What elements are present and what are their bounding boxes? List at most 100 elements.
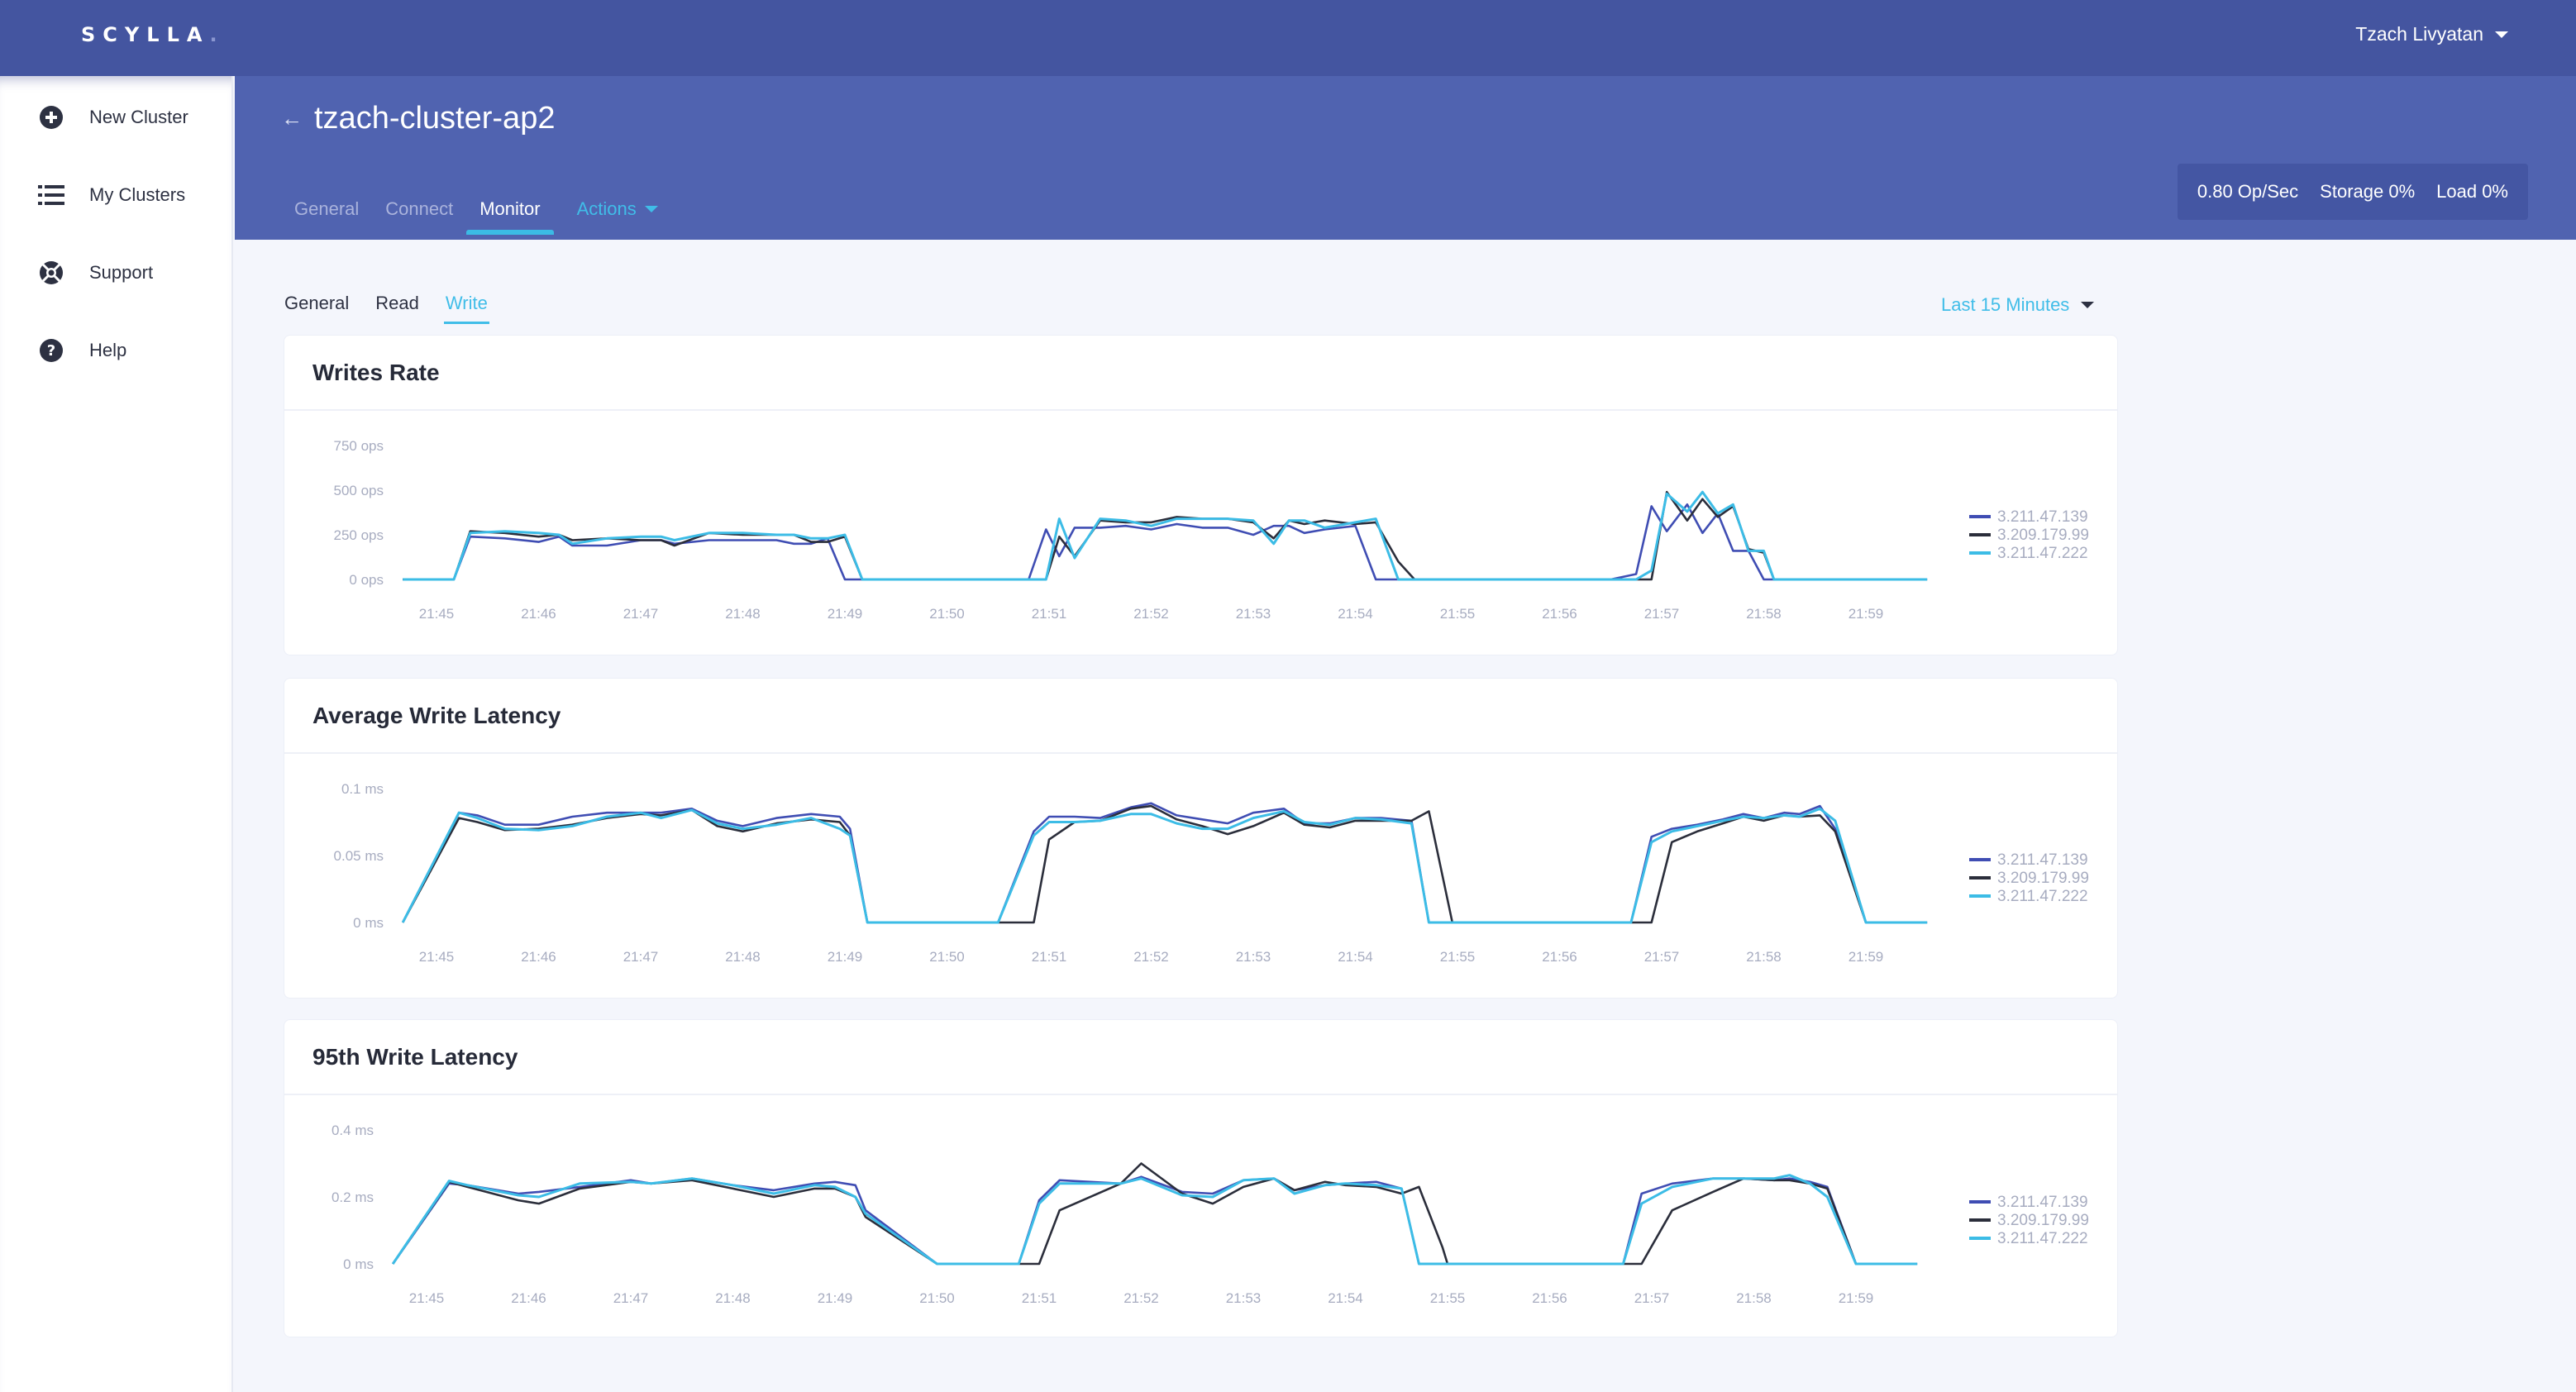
x-tick-label: 21:45 <box>409 1290 445 1306</box>
x-tick-label: 21:55 <box>1440 949 1476 965</box>
user-menu[interactable]: Tzach Livyatan <box>2355 23 2508 45</box>
storage-stat: Storage 0% <box>2320 181 2416 202</box>
x-tick-label: 21:47 <box>623 949 659 965</box>
sidebar-item-my-clusters[interactable]: My Clusters <box>38 182 185 208</box>
legend-swatch <box>1969 515 1991 518</box>
tab-connect[interactable]: Connect <box>385 198 454 219</box>
tab-monitor[interactable]: Monitor <box>466 198 554 235</box>
sidebar-item-support[interactable]: Support <box>38 260 153 286</box>
tab-general[interactable]: General <box>294 198 360 219</box>
legend-label[interactable]: 3.211.47.139 <box>1997 851 2088 869</box>
x-tick-label: 21:53 <box>1226 1290 1262 1306</box>
x-tick-label: 21:54 <box>1338 949 1373 965</box>
x-tick-label: 21:53 <box>1236 949 1271 965</box>
y-tick-label: 500 ops <box>334 483 384 498</box>
sidebar: New Cluster My Clusters Support ? Help <box>0 76 233 1392</box>
chart-title: 95th Write Latency <box>312 1043 518 1070</box>
x-tick-label: 21:51 <box>1022 1290 1057 1306</box>
logo-text: SCYLLA <box>81 23 210 46</box>
x-tick-label: 21:47 <box>613 1290 649 1306</box>
time-range-label: Last 15 Minutes <box>1941 294 2070 315</box>
x-tick-label: 21:59 <box>1839 1290 1874 1306</box>
legend-swatch <box>1969 1218 1991 1222</box>
x-tick-label: 21:48 <box>725 949 761 965</box>
sidebar-item-new-cluster[interactable]: New Cluster <box>38 104 188 131</box>
x-tick-label: 21:57 <box>1634 1290 1670 1306</box>
user-name: Tzach Livyatan <box>2355 23 2483 45</box>
chart-card-95th-write-latency: 95th Write Latency 0 ms 0.2 ms 0.4 ms 21:45… <box>284 1019 2118 1337</box>
chart-card-avg-write-latency: Average Write Latency 0 ms 0.05 ms 0.1 ms 2… <box>284 678 2118 999</box>
subtab-read[interactable]: Read <box>375 293 419 313</box>
arrow-left-icon[interactable]: ← <box>281 106 303 131</box>
card-header: 95th Write Latency <box>284 1020 2117 1095</box>
page-title: tzach-cluster-ap2 <box>314 101 556 136</box>
monitor-subtabs: General Read Write <box>284 293 489 324</box>
sidebar-item-label: New Cluster <box>89 107 188 127</box>
x-tick-label: 21:59 <box>1849 949 1884 965</box>
y-tick-label: 0 ops <box>349 572 384 588</box>
x-tick-label: 21:57 <box>1644 949 1680 965</box>
legend-swatch <box>1969 533 1991 536</box>
x-tick-label: 21:52 <box>1133 949 1169 965</box>
question-circle-icon: ? <box>38 337 64 364</box>
x-tick-label: 21:56 <box>1542 606 1577 622</box>
sidebar-item-label: My Clusters <box>89 184 186 205</box>
x-tick-label: 21:54 <box>1328 1290 1363 1306</box>
chevron-down-icon <box>2081 302 2095 308</box>
x-tick-label: 21:46 <box>521 949 556 965</box>
legend-label[interactable]: 3.211.47.222 <box>1997 545 2088 562</box>
chart-card-writes-rate: Writes Rate 0 ops 250 ops 500 ops 750 ops 21… <box>284 335 2118 655</box>
sidebar-item-label: Help <box>89 340 127 360</box>
chart-title: Average Write Latency <box>312 702 561 728</box>
series-line <box>403 490 1928 581</box>
series-line <box>391 1174 1918 1266</box>
y-tick-label: 0 ms <box>343 1256 374 1272</box>
subtab-write[interactable]: Write <box>443 293 489 324</box>
x-tick-label: 21:48 <box>725 606 761 622</box>
x-tick-label: 21:49 <box>828 606 863 622</box>
sidebar-item-label: Support <box>89 262 154 283</box>
y-tick-label: 0.1 ms <box>341 781 384 797</box>
legend-label[interactable]: 3.211.47.222 <box>1997 888 2088 905</box>
logo-dot: . <box>209 23 217 46</box>
list-icon <box>38 182 64 208</box>
card-header: Writes Rate <box>284 336 2117 411</box>
x-tick-label: 21:46 <box>521 606 556 622</box>
sidebar-item-help[interactable]: ? Help <box>38 337 126 364</box>
x-tick-label: 21:50 <box>929 606 965 622</box>
y-tick-label: 0.4 ms <box>332 1123 374 1138</box>
card-header: Average Write Latency <box>284 679 2117 754</box>
plus-circle-icon <box>38 104 64 131</box>
x-tick-label: 21:58 <box>1746 949 1782 965</box>
x-tick-label: 21:55 <box>1430 1290 1466 1306</box>
y-tick-label: 0.2 ms <box>332 1189 374 1205</box>
y-tick-label: 0 ms <box>353 915 384 931</box>
legend-swatch <box>1969 876 1991 880</box>
y-tick-label: 0.05 ms <box>334 848 384 864</box>
x-tick-label: 21:49 <box>828 949 863 965</box>
legend-label[interactable]: 3.211.47.139 <box>1997 1194 2088 1211</box>
time-range-dropdown[interactable]: Last 15 Minutes <box>1941 294 2095 316</box>
top-bar: SCYLLA. Tzach Livyatan <box>0 0 2576 76</box>
legend-swatch <box>1969 1200 1991 1204</box>
legend-swatch <box>1969 858 1991 861</box>
chevron-down-icon <box>2495 31 2508 38</box>
legend-label[interactable]: 3.209.179.99 <box>1997 870 2089 887</box>
x-tick-label: 21:59 <box>1849 606 1884 622</box>
avg-write-latency-chart[interactable]: 0 ms 0.05 ms 0.1 ms 21:45 21:46 21:47 21:48 21:… <box>284 679 2119 999</box>
actions-dropdown[interactable]: Actions <box>564 198 671 235</box>
legend-swatch <box>1969 551 1991 555</box>
legend-label[interactable]: 3.209.179.99 <box>1997 527 2089 544</box>
subtab-general[interactable]: General <box>284 293 350 313</box>
x-tick-label: 21:56 <box>1542 949 1577 965</box>
x-tick-label: 21:55 <box>1440 606 1476 622</box>
x-tick-label: 21:50 <box>919 1290 955 1306</box>
scylla-logo[interactable]: SCYLLA. <box>81 23 217 46</box>
95th-write-latency-chart[interactable]: 0 ms 0.2 ms 0.4 ms 21:45 21:46 21:47 21:48 21:4… <box>284 1020 2119 1338</box>
legend-label[interactable]: 3.211.47.222 <box>1997 1230 2088 1247</box>
legend-label[interactable]: 3.211.47.139 <box>1997 508 2088 526</box>
legend-label[interactable]: 3.209.179.99 <box>1997 1212 2089 1229</box>
writes-rate-chart[interactable]: 0 ops 250 ops 500 ops 750 ops 21:45 21:46 21:4… <box>284 336 2119 656</box>
x-tick-label: 21:57 <box>1644 606 1680 622</box>
actions-label: Actions <box>576 198 637 219</box>
